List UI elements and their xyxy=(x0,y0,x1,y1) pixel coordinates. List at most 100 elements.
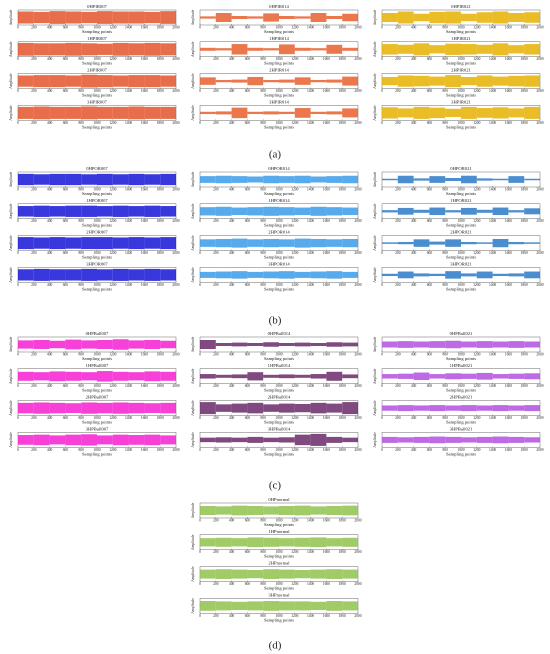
waveform-segment xyxy=(445,271,461,279)
x-tick-label: 1800 xyxy=(339,219,346,223)
waveform-segment xyxy=(33,434,50,446)
x-tick-label: 1800 xyxy=(339,448,346,452)
x-tick-label: 1000 xyxy=(275,25,282,29)
waveform-segment xyxy=(342,175,358,184)
x-tick-label: 0 xyxy=(199,187,201,191)
x-tick-label: 600 xyxy=(427,57,433,61)
waveform-segment xyxy=(200,569,216,579)
x-tick-label: 1800 xyxy=(521,283,528,287)
chart-title: 1HPBall021 xyxy=(450,363,473,368)
x-tick-label: 800 xyxy=(261,550,267,554)
x-tick-label: 1400 xyxy=(307,448,314,452)
x-tick-label: 600 xyxy=(245,283,251,287)
x-tick-label: 2000 xyxy=(172,89,179,93)
waveform-segment xyxy=(429,176,446,183)
x-tick-label: 600 xyxy=(63,121,69,125)
x-tick-label: 600 xyxy=(245,251,251,255)
x-tick-label: 1200 xyxy=(291,614,298,618)
x-tick-label: 1800 xyxy=(157,283,164,287)
x-tick-label: 1400 xyxy=(489,25,496,29)
waveform-segment xyxy=(128,269,145,281)
panel-label: (d) xyxy=(269,640,282,652)
x-tick-label: 600 xyxy=(245,416,251,420)
waveform-segment xyxy=(263,342,279,347)
x-axis-label: Sampling points xyxy=(264,419,294,424)
x-tick-label: 400 xyxy=(47,121,53,125)
x-tick-label: 200 xyxy=(395,251,401,255)
chart-title: 3HPIR014 xyxy=(269,99,289,104)
x-tick-label: 1200 xyxy=(291,550,298,554)
waveform-segment xyxy=(492,76,509,86)
waveform-segment xyxy=(342,437,358,443)
waveform-segment xyxy=(247,537,264,548)
waveform-segment xyxy=(310,79,327,83)
x-axis-label: Sampling points xyxy=(264,61,294,66)
x-tick-label: 2000 xyxy=(354,550,361,554)
waveform-segment xyxy=(160,206,176,217)
waveform-segment xyxy=(231,207,248,216)
waveform-segment xyxy=(97,11,113,24)
waveform-segment xyxy=(326,506,343,515)
x-axis-label: Sampling points xyxy=(446,124,476,129)
waveform-segment xyxy=(263,437,279,443)
chart-title: 3HPIR007 xyxy=(87,99,107,104)
waveform-segment xyxy=(524,12,540,23)
waveform-segment xyxy=(279,207,295,216)
x-tick-label: 1800 xyxy=(521,25,528,29)
x-tick-label: 800 xyxy=(79,121,85,125)
x-tick-label: 1400 xyxy=(307,283,314,287)
x-tick-label: 200 xyxy=(31,219,37,223)
x-tick-label: 800 xyxy=(443,384,449,388)
x-tick-label: 400 xyxy=(229,187,235,191)
waveform-segment xyxy=(342,47,358,51)
waveform-segment xyxy=(476,271,493,279)
x-tick-label: 800 xyxy=(79,448,85,452)
waveform-segment xyxy=(97,435,113,445)
x-tick-label: 1200 xyxy=(109,352,116,356)
chart-title: 2HPBall007 xyxy=(86,395,109,400)
waveform-segment xyxy=(247,239,264,247)
chart-title: 2HPnormal xyxy=(268,561,290,566)
waveform-segment xyxy=(445,210,461,213)
waveform-segment xyxy=(200,402,216,415)
waveform-segment xyxy=(397,271,414,279)
waveform-segment xyxy=(413,178,430,181)
x-tick-label: 200 xyxy=(213,448,219,452)
waveform-segment xyxy=(476,341,493,348)
waveform-segment xyxy=(342,207,358,216)
x-tick-label: 800 xyxy=(443,448,449,452)
x-tick-label: 1000 xyxy=(275,121,282,125)
x-tick-label: 2000 xyxy=(536,352,543,356)
x-axis-label: Sampling points xyxy=(446,356,476,361)
waveform-segment xyxy=(342,601,358,611)
x-tick-label: 2000 xyxy=(172,121,179,125)
waveform-segment xyxy=(382,210,398,213)
waveform-segment xyxy=(279,538,295,547)
waveform-segment xyxy=(65,237,82,249)
y-axis-label: Amplitude xyxy=(9,73,13,89)
waveform-segment xyxy=(508,273,525,277)
chart-title: 0HPBall014 xyxy=(268,331,291,336)
waveform-segment xyxy=(326,569,343,579)
x-tick-label: 0 xyxy=(381,384,383,388)
x-tick-label: 2000 xyxy=(354,384,361,388)
x-tick-label: 800 xyxy=(79,89,85,93)
x-axis-label: Sampling points xyxy=(446,191,476,196)
waveform-segment xyxy=(200,176,216,183)
waveform-segment xyxy=(144,11,161,24)
waveform-segment xyxy=(215,13,232,22)
waveform-segment xyxy=(310,601,327,611)
waveform-segment xyxy=(200,506,216,515)
waveform-segment xyxy=(279,44,295,55)
x-tick-label: 1200 xyxy=(109,283,116,287)
x-tick-label: 1200 xyxy=(473,384,480,388)
chart-title: 3HPBall014 xyxy=(268,426,291,431)
y-axis-label: Amplitude xyxy=(9,432,13,448)
x-tick-label: 200 xyxy=(31,251,37,255)
x-tick-label: 600 xyxy=(63,89,69,93)
waveform-segment xyxy=(382,341,398,348)
x-tick-label: 800 xyxy=(79,219,85,223)
y-axis-label: Amplitude xyxy=(9,41,13,57)
x-tick-label: 800 xyxy=(261,251,267,255)
waveform-segment xyxy=(81,237,97,250)
